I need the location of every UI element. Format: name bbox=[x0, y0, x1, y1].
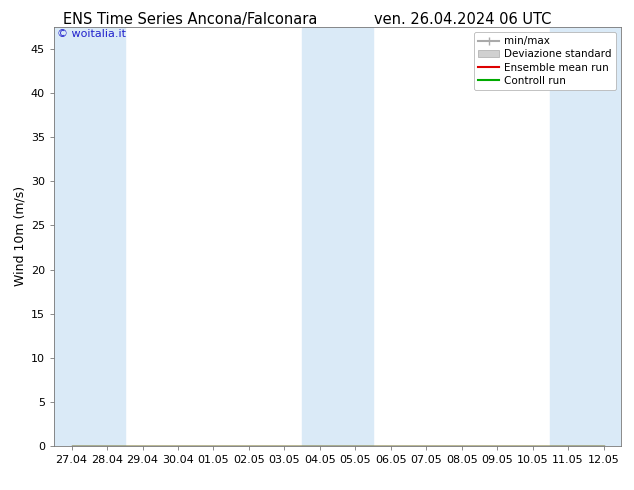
Text: © woitalia.it: © woitalia.it bbox=[56, 29, 126, 39]
Bar bbox=[586, 27, 621, 446]
Bar bbox=[89, 27, 125, 446]
Text: ven. 26.04.2024 06 UTC: ven. 26.04.2024 06 UTC bbox=[374, 12, 552, 27]
Bar bbox=[302, 27, 337, 446]
Y-axis label: Wind 10m (m/s): Wind 10m (m/s) bbox=[13, 186, 27, 287]
Legend: min/max, Deviazione standard, Ensemble mean run, Controll run: min/max, Deviazione standard, Ensemble m… bbox=[474, 32, 616, 90]
Bar bbox=[550, 27, 586, 446]
Bar bbox=[337, 27, 373, 446]
Bar bbox=[54, 27, 89, 446]
Text: ENS Time Series Ancona/Falconara: ENS Time Series Ancona/Falconara bbox=[63, 12, 318, 27]
